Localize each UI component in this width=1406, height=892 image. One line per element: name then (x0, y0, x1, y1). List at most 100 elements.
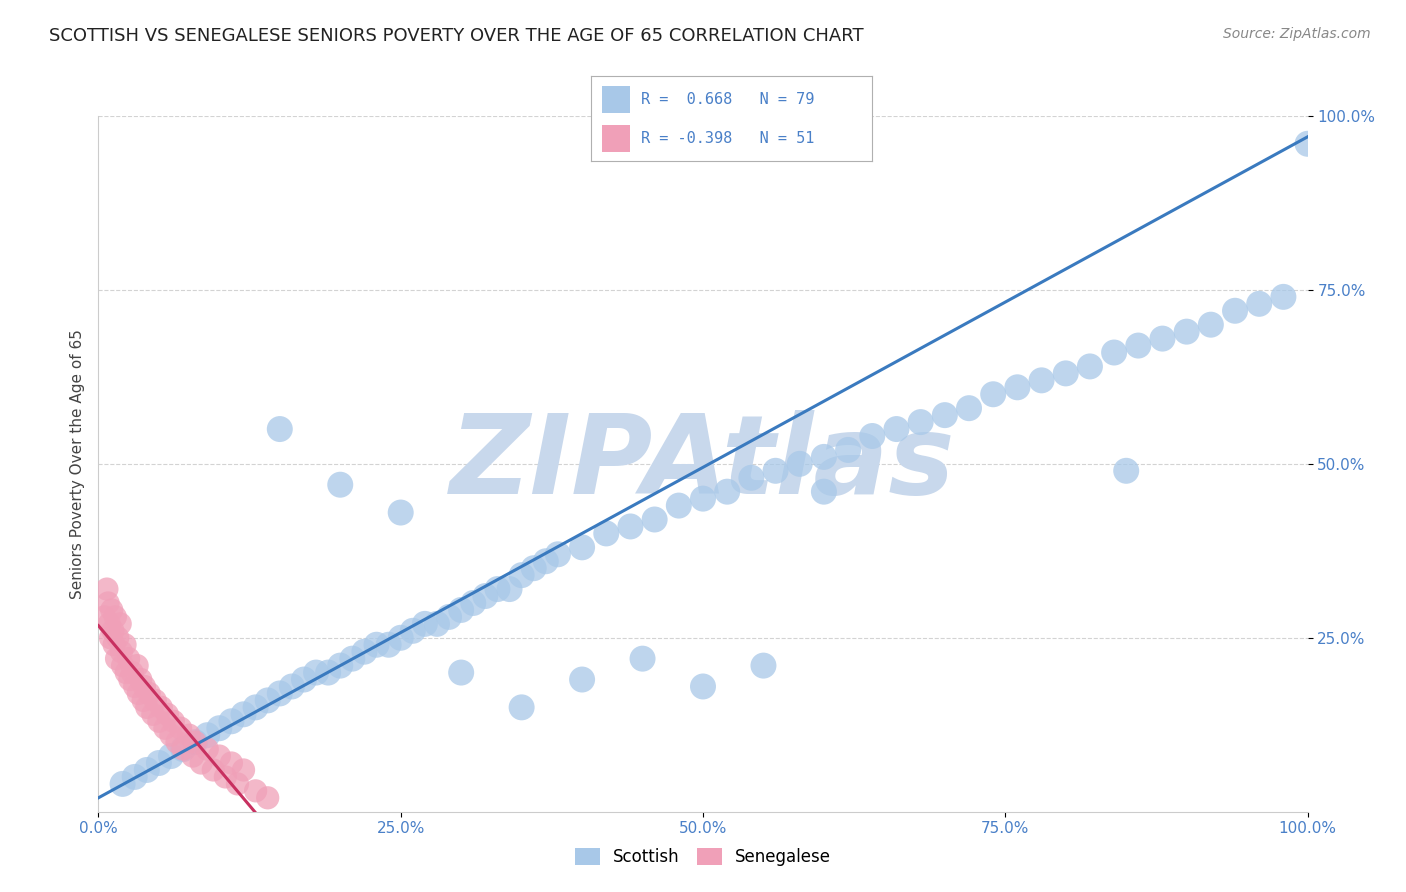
Point (153, 721, 176, 735)
Point (463, 596, 485, 610)
Point (160, 728, 183, 742)
Point (813, 484, 835, 499)
Point (740, 471, 762, 485)
Point (245, 784, 267, 798)
Point (184, 735, 207, 749)
Point (124, 680, 146, 694)
Point (150, 700, 173, 714)
Point (101, 624, 124, 638)
Point (305, 665, 328, 680)
Point (1007, 380, 1029, 394)
Point (226, 777, 249, 791)
Point (156, 707, 179, 722)
Point (214, 770, 236, 784)
Point (450, 603, 472, 617)
Point (148, 756, 170, 770)
Point (1054, 367, 1077, 381)
Point (644, 512, 666, 526)
Point (162, 714, 184, 729)
Point (765, 464, 787, 478)
Point (813, 450, 835, 464)
Point (100, 631, 122, 645)
Point (329, 658, 352, 673)
Point (202, 763, 225, 777)
Point (98, 616, 121, 631)
Point (619, 519, 641, 533)
Point (115, 665, 138, 680)
Point (389, 631, 412, 645)
Point (93, 610, 115, 624)
Point (910, 415, 932, 429)
Point (1115, 464, 1137, 478)
FancyBboxPatch shape (602, 125, 630, 152)
Text: R = -0.398   N = 51: R = -0.398 N = 51 (641, 131, 814, 146)
Point (111, 658, 134, 673)
Point (184, 735, 207, 749)
Point (281, 680, 304, 694)
Point (169, 721, 191, 735)
Point (413, 616, 436, 631)
Point (118, 651, 141, 665)
Point (134, 680, 156, 694)
Point (486, 582, 509, 596)
Point (716, 484, 738, 499)
Point (127, 658, 149, 673)
Point (692, 680, 714, 694)
Point (172, 742, 194, 756)
Point (269, 686, 291, 700)
Point (510, 568, 533, 582)
Point (1272, 290, 1295, 304)
Point (571, 673, 593, 687)
Text: R =  0.668   N = 79: R = 0.668 N = 79 (641, 92, 814, 107)
Point (934, 408, 956, 422)
Text: ZIPAtlas: ZIPAtlas (450, 410, 956, 517)
Point (138, 686, 160, 700)
Point (127, 686, 149, 700)
Point (860, 429, 883, 443)
Point (631, 651, 654, 665)
Point (353, 645, 375, 659)
Point (190, 756, 212, 770)
Point (100, 603, 122, 617)
Point (107, 631, 129, 645)
Point (1223, 303, 1246, 318)
Point (1296, 136, 1319, 151)
Point (221, 756, 243, 770)
Point (195, 742, 218, 756)
Point (957, 401, 980, 416)
Point (342, 651, 364, 665)
Point (208, 749, 231, 764)
Point (292, 673, 315, 687)
Point (160, 749, 183, 764)
Point (143, 693, 166, 707)
Point (195, 728, 218, 742)
Point (256, 693, 278, 707)
Legend: Scottish, Senegalese: Scottish, Senegalese (568, 841, 838, 873)
Point (981, 387, 1004, 401)
Point (1102, 345, 1125, 359)
Point (474, 589, 496, 603)
Point (377, 638, 399, 652)
Point (96, 582, 118, 596)
Point (389, 506, 412, 520)
Text: SCOTTISH VS SENEGALESE SENIORS POVERTY OVER THE AGE OF 65 CORRELATION CHART: SCOTTISH VS SENEGALESE SENIORS POVERTY O… (49, 27, 863, 45)
Point (1152, 332, 1174, 346)
Point (97, 596, 120, 610)
Point (692, 491, 714, 506)
Point (166, 735, 188, 749)
Point (837, 442, 859, 457)
Point (886, 422, 908, 436)
Point (595, 526, 617, 541)
Point (426, 616, 449, 631)
Point (450, 665, 472, 680)
Point (752, 658, 775, 673)
Point (1078, 359, 1101, 374)
Point (232, 763, 254, 777)
Point (181, 749, 204, 764)
Point (534, 554, 557, 568)
Point (124, 770, 146, 784)
Point (316, 665, 339, 680)
Point (148, 714, 170, 729)
Point (110, 645, 132, 659)
Point (118, 673, 141, 687)
